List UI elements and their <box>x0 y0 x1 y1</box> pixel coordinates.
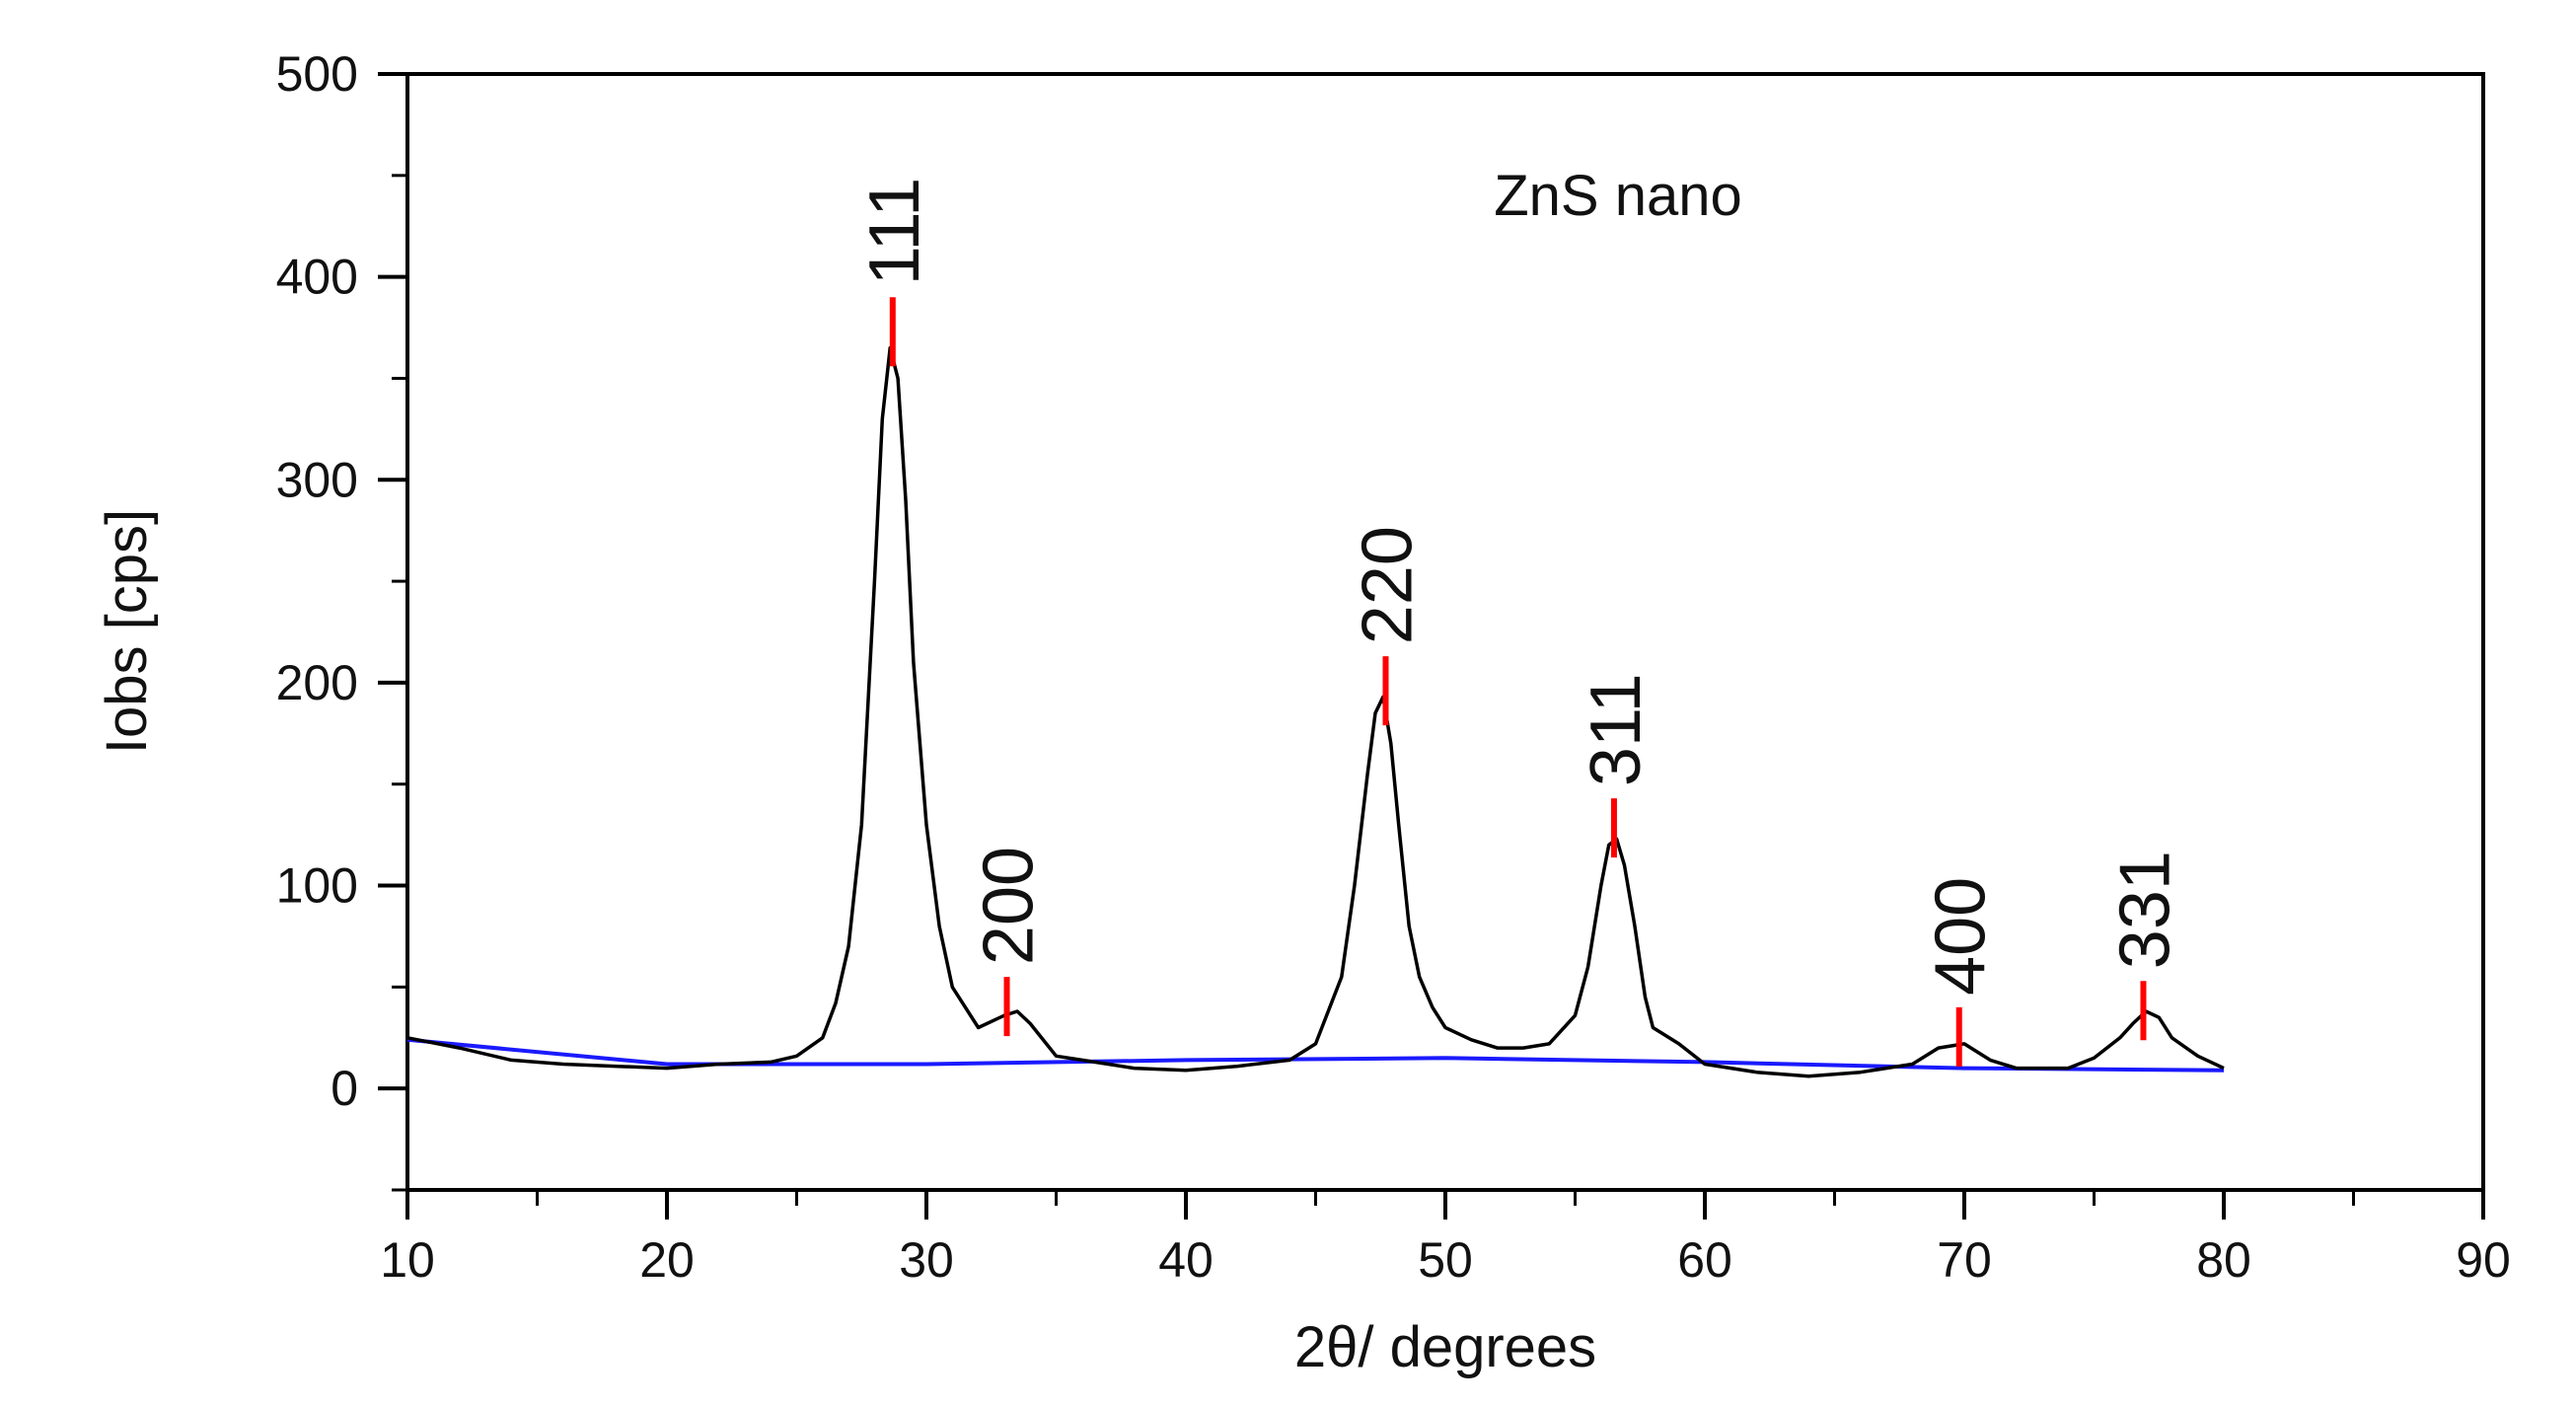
peak-markers: 111 200 220 311 400 331 <box>855 178 2185 1067</box>
y-tick-label: 300 <box>276 452 358 507</box>
y-tick-label: 200 <box>276 655 358 710</box>
y-tick-label: 400 <box>276 250 358 305</box>
peak-label: 200 <box>970 847 1049 965</box>
x-tick-label: 20 <box>639 1232 695 1288</box>
chart-title: ZnS nano <box>1494 164 1742 228</box>
x-tick-label: 40 <box>1158 1232 1214 1288</box>
x-tick-label: 30 <box>899 1232 954 1288</box>
peak-label: 331 <box>2106 851 2185 969</box>
y-tick-label: 0 <box>331 1061 358 1116</box>
peak-label: 400 <box>1922 877 2001 996</box>
peak-label: 311 <box>1577 673 1656 786</box>
x-tick-label: 90 <box>2456 1232 2511 1288</box>
y-tick-label: 100 <box>276 858 358 914</box>
y-tick-label: 500 <box>276 46 358 102</box>
peak-label: 220 <box>1349 526 1428 644</box>
x-tick-label: 50 <box>1418 1232 1473 1288</box>
x-tick-label: 80 <box>2196 1232 2251 1288</box>
peak-label: 111 <box>855 178 934 285</box>
y-axis-ticks: 0 100 200 300 400 500 <box>276 46 407 1192</box>
x-axis-ticks: 10 20 30 40 50 60 70 80 90 <box>380 1190 2511 1288</box>
x-tick-label: 10 <box>380 1232 435 1288</box>
plot-frame <box>405 72 2485 1192</box>
y-axis-title: Iobs [cps] <box>95 509 159 754</box>
x-tick-label: 60 <box>1677 1232 1732 1288</box>
x-tick-label: 70 <box>1937 1232 1992 1288</box>
x-axis-title: 2θ/ degrees <box>1294 1315 1596 1379</box>
